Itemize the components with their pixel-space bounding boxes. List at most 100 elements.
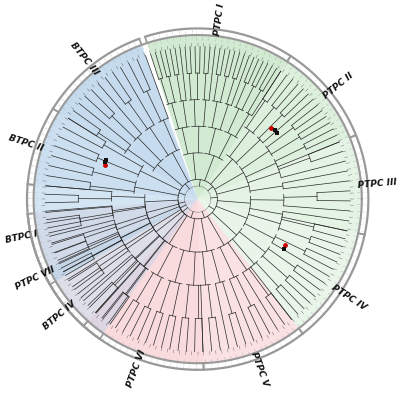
Text: —————: ————— bbox=[30, 223, 41, 226]
Text: —————: ————— bbox=[301, 320, 308, 329]
Text: —————: ————— bbox=[184, 30, 186, 41]
Text: —————: ————— bbox=[43, 128, 53, 133]
Text: —————: ————— bbox=[158, 34, 161, 45]
Wedge shape bbox=[198, 138, 362, 233]
Text: —————: ————— bbox=[347, 140, 357, 145]
Text: —————: ————— bbox=[53, 110, 62, 116]
Text: —————: ————— bbox=[32, 236, 43, 239]
Text: —————: ————— bbox=[197, 29, 198, 40]
Text: PTPC VI: PTPC VI bbox=[125, 349, 147, 389]
Text: —————: ————— bbox=[82, 74, 90, 83]
Text: —————: ————— bbox=[258, 346, 263, 356]
Text: —————: ————— bbox=[301, 70, 308, 78]
Wedge shape bbox=[59, 45, 198, 199]
Text: —————: ————— bbox=[354, 165, 365, 169]
Text: —————: ————— bbox=[64, 94, 73, 101]
Text: —————: ————— bbox=[29, 178, 40, 181]
Text: —————: ————— bbox=[349, 248, 359, 252]
Text: —————: ————— bbox=[103, 58, 109, 67]
Text: —————: ————— bbox=[326, 99, 335, 106]
Text: —————: ————— bbox=[339, 271, 349, 277]
Text: —————: ————— bbox=[87, 70, 95, 78]
Text: —————: ————— bbox=[291, 61, 298, 71]
Text: —————: ————— bbox=[145, 350, 149, 361]
Text: —————: ————— bbox=[252, 348, 257, 359]
Text: —————: ————— bbox=[92, 324, 99, 333]
Text: —————: ————— bbox=[151, 35, 155, 46]
Text: —————: ————— bbox=[171, 356, 173, 367]
Text: —————: ————— bbox=[164, 355, 167, 366]
Text: —————: ————— bbox=[330, 104, 339, 111]
Text: —————: ————— bbox=[138, 348, 143, 359]
Text: —————: ————— bbox=[275, 338, 281, 348]
Text: —————: ————— bbox=[286, 331, 292, 340]
Text: —————: ————— bbox=[269, 48, 275, 58]
Text: —————: ————— bbox=[336, 116, 346, 122]
Wedge shape bbox=[198, 199, 358, 329]
Text: —————: ————— bbox=[126, 45, 132, 55]
Text: —————: ————— bbox=[103, 331, 109, 340]
Text: —————: ————— bbox=[339, 122, 349, 127]
Text: —————: ————— bbox=[177, 30, 180, 41]
Text: —————: ————— bbox=[56, 287, 66, 294]
Text: —————: ————— bbox=[114, 51, 120, 60]
Text: —————: ————— bbox=[352, 159, 363, 162]
Text: —————: ————— bbox=[114, 338, 120, 348]
Text: —————: ————— bbox=[344, 260, 355, 265]
Text: —————: ————— bbox=[151, 352, 155, 363]
Text: —————: ————— bbox=[132, 346, 137, 356]
Text: —————: ————— bbox=[120, 341, 126, 351]
Text: BTPC IV: BTPC IV bbox=[41, 299, 77, 331]
Text: —————: ————— bbox=[68, 89, 77, 96]
Text: —————: ————— bbox=[60, 292, 69, 299]
Text: —————: ————— bbox=[28, 192, 38, 193]
Text: —————: ————— bbox=[318, 302, 327, 310]
Text: —————: ————— bbox=[92, 65, 99, 74]
Text: —————: ————— bbox=[60, 99, 69, 106]
Text: —————: ————— bbox=[356, 185, 367, 187]
Text: —————: ————— bbox=[222, 356, 225, 367]
Text: —————: ————— bbox=[31, 165, 42, 169]
Text: —————: ————— bbox=[30, 172, 41, 175]
Text: —————: ————— bbox=[171, 31, 173, 42]
Text: —————: ————— bbox=[34, 152, 45, 156]
Text: —————: ————— bbox=[38, 140, 49, 145]
Text: PTPC IV: PTPC IV bbox=[330, 283, 368, 312]
Text: —————: ————— bbox=[36, 146, 47, 151]
Text: —————: ————— bbox=[97, 61, 105, 71]
Text: —————: ————— bbox=[190, 30, 192, 40]
Text: —————: ————— bbox=[352, 236, 363, 239]
Text: —————: ————— bbox=[28, 185, 39, 187]
Text: —————: ————— bbox=[126, 344, 132, 353]
Text: —————: ————— bbox=[264, 45, 269, 55]
Text: —————: ————— bbox=[246, 37, 251, 48]
Text: —————: ————— bbox=[46, 122, 56, 127]
Text: —————: ————— bbox=[322, 297, 331, 305]
Text: —————: ————— bbox=[326, 292, 335, 299]
Text: —————: ————— bbox=[64, 297, 73, 305]
Text: —————: ————— bbox=[314, 84, 323, 91]
Text: PTPC VII: PTPC VII bbox=[14, 265, 57, 292]
Text: —————: ————— bbox=[53, 282, 62, 288]
Text: —————: ————— bbox=[97, 328, 105, 337]
Text: —————: ————— bbox=[344, 134, 355, 139]
Text: —————: ————— bbox=[29, 217, 40, 219]
Text: —————: ————— bbox=[280, 335, 287, 344]
Text: —————: ————— bbox=[56, 104, 66, 111]
Text: —————: ————— bbox=[310, 79, 318, 87]
Text: —————: ————— bbox=[145, 37, 149, 48]
Text: —————: ————— bbox=[31, 230, 42, 233]
Text: —————: ————— bbox=[28, 199, 38, 200]
Text: —————: ————— bbox=[228, 32, 231, 43]
Text: —————: ————— bbox=[222, 31, 225, 42]
Text: —————: ————— bbox=[349, 146, 359, 151]
Text: PTPC I: PTPC I bbox=[213, 3, 226, 37]
Text: —————: ————— bbox=[314, 307, 323, 315]
Text: —————: ————— bbox=[356, 217, 367, 219]
Wedge shape bbox=[34, 185, 198, 281]
Text: —————: ————— bbox=[197, 358, 198, 369]
Text: —————: ————— bbox=[269, 341, 275, 351]
Text: —————: ————— bbox=[49, 277, 59, 282]
Text: —————: ————— bbox=[36, 248, 47, 252]
Text: —————: ————— bbox=[234, 354, 238, 364]
